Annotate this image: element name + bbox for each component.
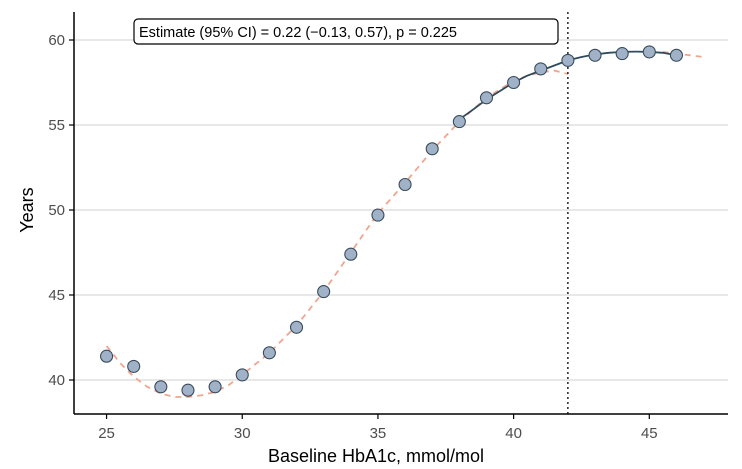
dashed-fit-curve-tail: [662, 51, 704, 58]
data-point: [317, 285, 331, 299]
data-point: [425, 142, 439, 156]
data-point: [100, 349, 114, 363]
tick-labels: 25 30 35 40 45 40 45 50 55 60: [48, 32, 657, 442]
x-axis-title: Baseline HbA1c, mmol/mol: [268, 446, 484, 466]
x-tick-label: 25: [98, 425, 115, 442]
data-point: [588, 48, 602, 62]
annotation-text: Estimate (95% CI) = 0.22 (−0.13, 0.57), …: [139, 25, 457, 41]
data-point: [154, 380, 168, 394]
data-point: [127, 359, 141, 373]
x-tick-label: 45: [641, 425, 658, 442]
dashed-fit-curve: [105, 69, 569, 398]
annotation-box: [133, 18, 559, 45]
data-point: [181, 383, 195, 397]
y-tick-label: 60: [48, 32, 65, 49]
data-point: [669, 48, 683, 62]
annotation: Estimate (95% CI) = 0.22 (−0.13, 0.57), …: [133, 18, 559, 45]
data-point: [262, 346, 276, 360]
y-tick-label: 50: [48, 202, 65, 219]
fit-curves: [105, 50, 704, 398]
data-point: [615, 47, 629, 61]
grid-lines: [74, 39, 728, 381]
data-point: [344, 247, 358, 261]
data-point: [507, 75, 521, 90]
y-tick-label: 45: [48, 287, 65, 304]
y-axis-title: Years: [17, 187, 37, 232]
x-tick-label: 40: [505, 425, 522, 442]
data-point: [534, 62, 548, 76]
x-tick-label: 30: [234, 425, 251, 442]
y-tick-label: 40: [48, 372, 65, 389]
data-point: [479, 91, 494, 105]
data-point: [561, 53, 575, 67]
data-point: [289, 320, 304, 334]
x-tick-label: 35: [370, 425, 387, 442]
data-point: [208, 380, 222, 394]
y-tick-label: 55: [48, 117, 65, 134]
axes: [73, 12, 728, 415]
data-point: [642, 45, 656, 59]
data-point: [452, 115, 466, 129]
data-point: [235, 368, 249, 382]
data-point: [371, 208, 385, 222]
data-point: [398, 177, 412, 192]
data-points: [100, 45, 683, 397]
